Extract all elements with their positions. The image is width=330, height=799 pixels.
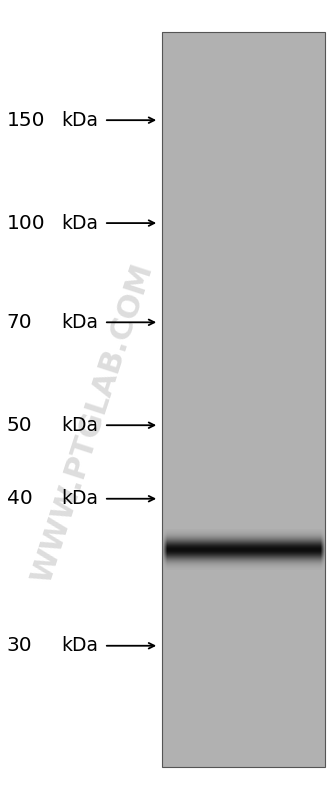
Text: 150: 150 (7, 111, 45, 129)
Text: kDa: kDa (61, 213, 98, 233)
Text: 40: 40 (7, 489, 32, 508)
Text: kDa: kDa (61, 415, 98, 435)
Text: WWW.PTGLAB.COM: WWW.PTGLAB.COM (27, 260, 158, 587)
Text: 50: 50 (7, 415, 32, 435)
Text: 100: 100 (7, 213, 45, 233)
Bar (162, 32, 325, 767)
Text: kDa: kDa (61, 313, 98, 332)
Text: 70: 70 (7, 313, 32, 332)
Bar (162, 32, 325, 767)
Text: kDa: kDa (61, 636, 98, 655)
Text: 30: 30 (7, 636, 32, 655)
Text: kDa: kDa (61, 111, 98, 129)
Text: kDa: kDa (61, 489, 98, 508)
